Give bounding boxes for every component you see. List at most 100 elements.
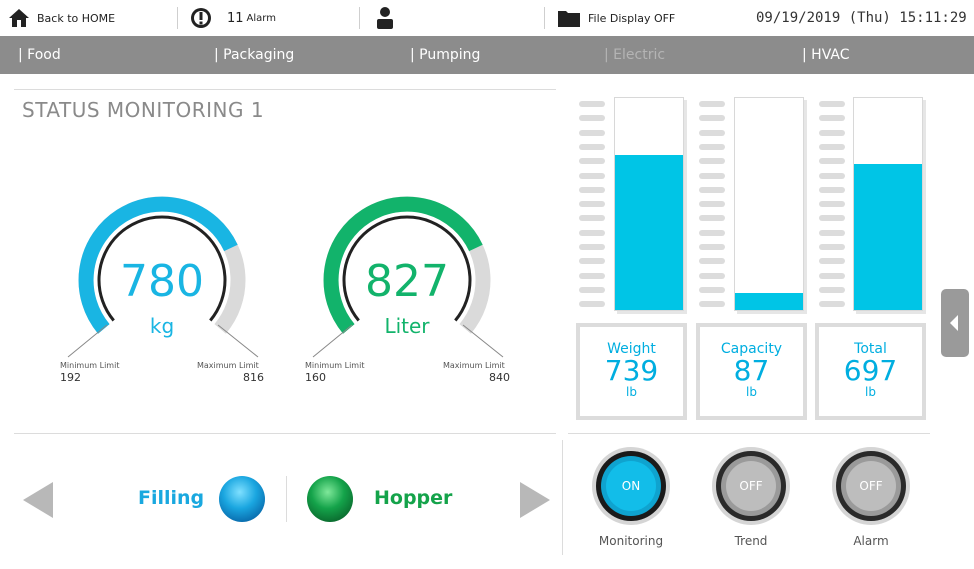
datetime-text: 09/19/2019 (Thu) 15:11:29 <box>756 10 967 26</box>
arrow-right-icon <box>520 482 550 518</box>
gauge-group <box>67 196 504 358</box>
hopper-label: Hopper <box>374 487 453 509</box>
filling-indicator-lamp <box>219 476 265 522</box>
scale-tick <box>699 215 725 222</box>
back-to-home-button[interactable]: Back to HOME <box>8 0 115 36</box>
trend-toggle-state: OFF <box>739 479 763 493</box>
tab-packaging[interactable]: | Packaging <box>214 47 295 63</box>
scale-tick <box>579 186 605 193</box>
scale-tick <box>699 186 725 193</box>
scale-tick <box>699 158 725 165</box>
top-bar: Back to HOME 11 Alarm File Display OFF 0… <box>0 0 974 36</box>
gauge-weight-value: 780 <box>120 256 204 307</box>
gauge-volume-unit: Liter <box>384 314 430 338</box>
trend-label: Trend <box>734 534 768 548</box>
scale-tick <box>699 115 725 122</box>
scale-tick <box>579 201 605 208</box>
alarm-button[interactable]: 11 Alarm <box>190 0 276 36</box>
divider <box>562 440 563 555</box>
toggle-off-graphic <box>712 447 790 525</box>
scale-tick <box>819 172 845 179</box>
user-button[interactable] <box>374 0 396 36</box>
scale-tick <box>699 229 725 236</box>
scale-tick <box>699 258 725 265</box>
scale-tick <box>819 272 845 279</box>
user-icon <box>377 7 393 29</box>
gauge-volume-max-value: 840 <box>489 371 510 384</box>
gauge-limit-arc <box>97 215 227 322</box>
total-bar-fill <box>854 163 922 310</box>
tab-pumping[interactable]: | Pumping <box>410 47 481 63</box>
weight-bar <box>614 97 684 311</box>
scale-tick <box>819 258 845 265</box>
scale-tick <box>699 101 725 107</box>
home-icon <box>9 9 29 27</box>
scale-tick <box>579 158 605 165</box>
previous-page-button[interactable] <box>21 480 55 520</box>
capacity-card: Capacity 87 lb <box>696 323 807 420</box>
folder-icon <box>558 11 580 27</box>
divider <box>568 433 930 434</box>
scale-tick <box>699 286 725 293</box>
scale-tick <box>699 272 725 279</box>
capacity-value: 87 <box>733 354 770 387</box>
trend-toggle[interactable]: OFF <box>711 446 791 526</box>
scale-tick <box>819 115 845 122</box>
divider <box>177 7 178 29</box>
scale-tick <box>819 129 845 136</box>
monitoring-toggle[interactable]: ON <box>591 446 671 526</box>
toggle-off-graphic <box>832 447 910 525</box>
scale-tick <box>819 229 845 236</box>
alarm-icon <box>191 8 211 28</box>
capacity-unit: lb <box>746 385 757 399</box>
weight-bar-fill <box>615 155 683 310</box>
weight-value: 739 <box>604 354 659 387</box>
scale-tick <box>579 143 605 150</box>
file-display-button[interactable]: File Display OFF <box>557 0 675 36</box>
divider <box>14 433 556 434</box>
monitoring-label: Monitoring <box>598 534 664 548</box>
gauge-volume-min-value: 160 <box>305 371 326 384</box>
scale-tick <box>699 301 725 308</box>
nav-bar: | Food | Packaging | Pumping | Electric … <box>0 36 974 74</box>
weight-card: Weight 739 lb <box>576 323 687 420</box>
alarm-toggle[interactable]: OFF <box>831 446 911 526</box>
tab-food[interactable]: | Food <box>18 47 61 63</box>
total-unit: lb <box>865 385 876 399</box>
back-to-home-label: Back to HOME <box>37 11 116 25</box>
gauge-limit-arc <box>342 215 472 322</box>
gauge-volume-max-label: Maximum Limit <box>443 361 505 370</box>
toggle-on-graphic <box>592 447 670 525</box>
gauge-value-arc <box>78 196 238 334</box>
next-page-button[interactable] <box>518 480 552 520</box>
divider <box>544 7 545 29</box>
weight-unit: lb <box>626 385 637 399</box>
total-bar <box>853 97 923 311</box>
alarm-label: Alarm <box>853 534 889 548</box>
scale-tick <box>579 286 605 293</box>
gauge-min-leader <box>312 324 353 358</box>
alarm-label: Alarm <box>246 12 276 24</box>
scale-tick <box>579 101 605 107</box>
tab-electric[interactable]: | Electric <box>604 47 666 63</box>
total-label: Total <box>854 341 887 357</box>
scale-tick <box>579 115 605 122</box>
gauge-min-leader <box>67 324 108 358</box>
scale-tick <box>819 101 845 107</box>
scale-tick <box>699 172 725 179</box>
divider <box>286 476 287 522</box>
gauge-weight-min-label: Minimum Limit <box>60 361 120 370</box>
tab-hvac[interactable]: | HVAC <box>802 47 850 63</box>
gauge-weight-unit: kg <box>149 314 175 338</box>
scale-tick <box>819 215 845 222</box>
capacity-label: Capacity <box>720 341 783 357</box>
scale-tick <box>819 244 845 250</box>
alarm-count: 11 <box>227 10 244 26</box>
scale-tick <box>579 215 605 222</box>
file-display-label: File Display OFF <box>588 11 676 25</box>
gauge-weight-min-value: 192 <box>60 371 81 384</box>
datetime: 09/19/2019 (Thu) 15:11:29 <box>756 0 967 36</box>
gauge-value-arc <box>323 196 483 334</box>
capacity-bar-fill <box>735 293 803 310</box>
side-panel-handle[interactable] <box>941 289 969 357</box>
